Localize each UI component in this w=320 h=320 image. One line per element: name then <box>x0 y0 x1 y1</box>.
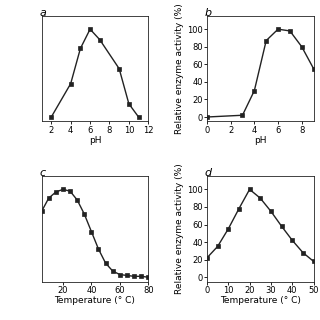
X-axis label: pH: pH <box>254 136 267 145</box>
Text: c: c <box>39 168 45 178</box>
Text: b: b <box>205 8 212 18</box>
Text: a: a <box>39 8 46 18</box>
X-axis label: Temperature (° C): Temperature (° C) <box>54 296 135 305</box>
Text: d: d <box>205 168 212 178</box>
Y-axis label: Relative enzyme activity (%): Relative enzyme activity (%) <box>175 3 184 134</box>
Y-axis label: Relative enzyme activity (%): Relative enzyme activity (%) <box>175 164 184 294</box>
X-axis label: Temperature (° C): Temperature (° C) <box>220 296 301 305</box>
X-axis label: pH: pH <box>89 136 101 145</box>
